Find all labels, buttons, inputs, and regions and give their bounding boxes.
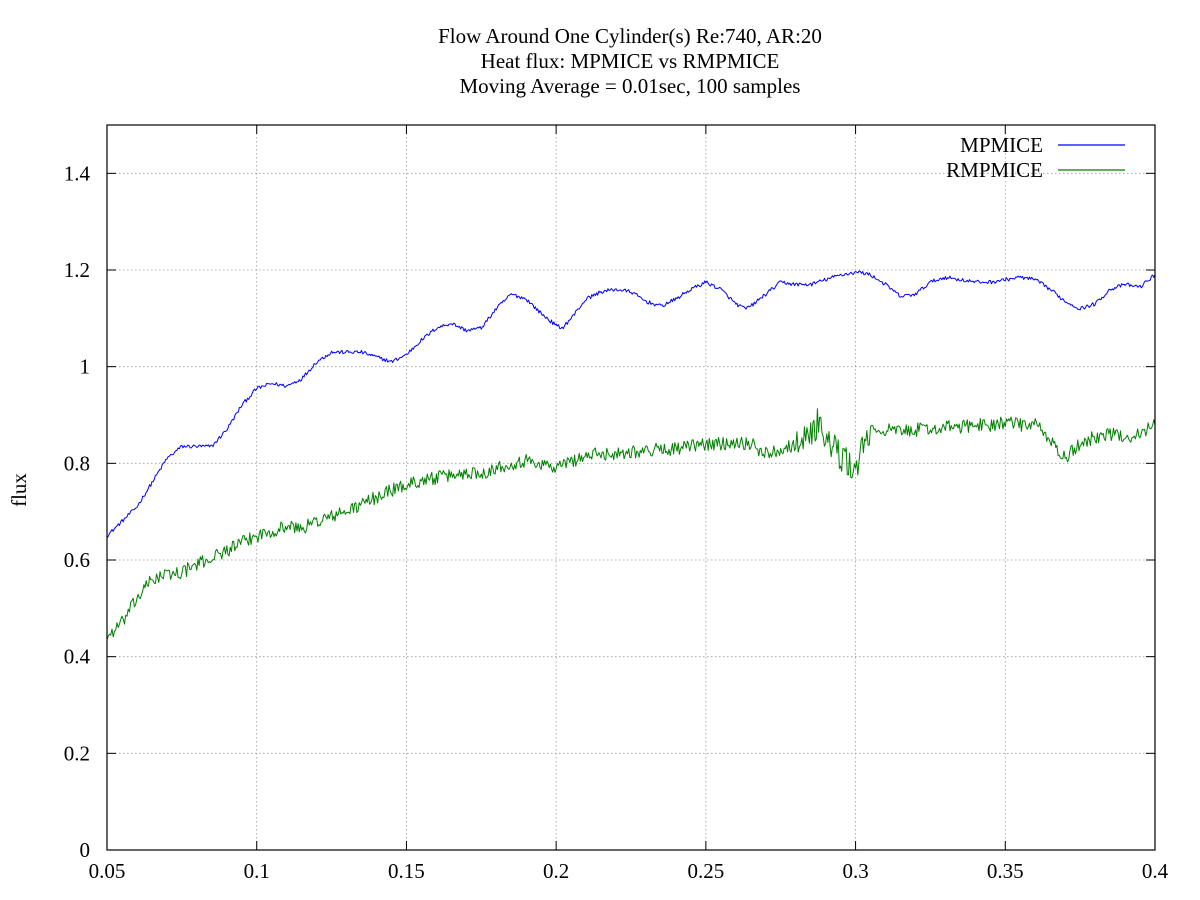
y-tick-label: 0.8	[64, 451, 90, 475]
x-tick-labels: 0.05 0.1 0.15 0.2 0.25 0.3 0.35 0.4	[89, 859, 1169, 883]
x-tick-label: 0.3	[842, 859, 868, 883]
y-tick-label: 0.4	[64, 645, 91, 669]
legend-label-rmpmice: RMPMICE	[946, 158, 1043, 182]
chart-title-line-3: Moving Average = 0.01sec, 100 samples	[459, 74, 801, 98]
series-line-rmpmice	[106, 408, 1156, 640]
x-tick-label: 0.4	[1142, 859, 1169, 883]
y-tick-label: 1.2	[64, 258, 90, 282]
y-tick-label: 0	[80, 838, 91, 862]
plot-frame	[106, 124, 1156, 851]
chart-title: Flow Around One Cylinder(s) Re:740, AR:2…	[0, 24, 1200, 99]
x-tick-label: 0.05	[89, 859, 126, 883]
y-tick-label: 1	[80, 355, 91, 379]
axis-ticks	[106, 125, 1156, 851]
y-tick-label: 0.6	[64, 548, 90, 572]
chart-title-line-2: Heat flux: MPMICE vs RMPMICE	[480, 49, 780, 73]
series-lines	[106, 270, 1156, 640]
x-tick-label: 0.1	[244, 859, 270, 883]
x-tick-label: 0.35	[987, 859, 1024, 883]
x-tick-label: 0.2	[543, 859, 569, 883]
y-tick-label: 0.2	[64, 741, 90, 765]
x-tick-label: 0.25	[687, 859, 724, 883]
legend-label-mpmice: MPMICE	[960, 133, 1043, 157]
y-tick-labels: 0 0.2 0.4 0.6 0.8 1 1.2 1.4	[64, 161, 91, 862]
y-axis-title: flux	[7, 473, 31, 507]
y-tick-label: 1.4	[64, 161, 91, 185]
chart-title-line-1: Flow Around One Cylinder(s) Re:740, AR:2…	[438, 24, 822, 48]
x-tick-label: 0.15	[388, 859, 425, 883]
series-line-mpmice	[106, 270, 1156, 539]
grid-lines	[107, 125, 1155, 850]
